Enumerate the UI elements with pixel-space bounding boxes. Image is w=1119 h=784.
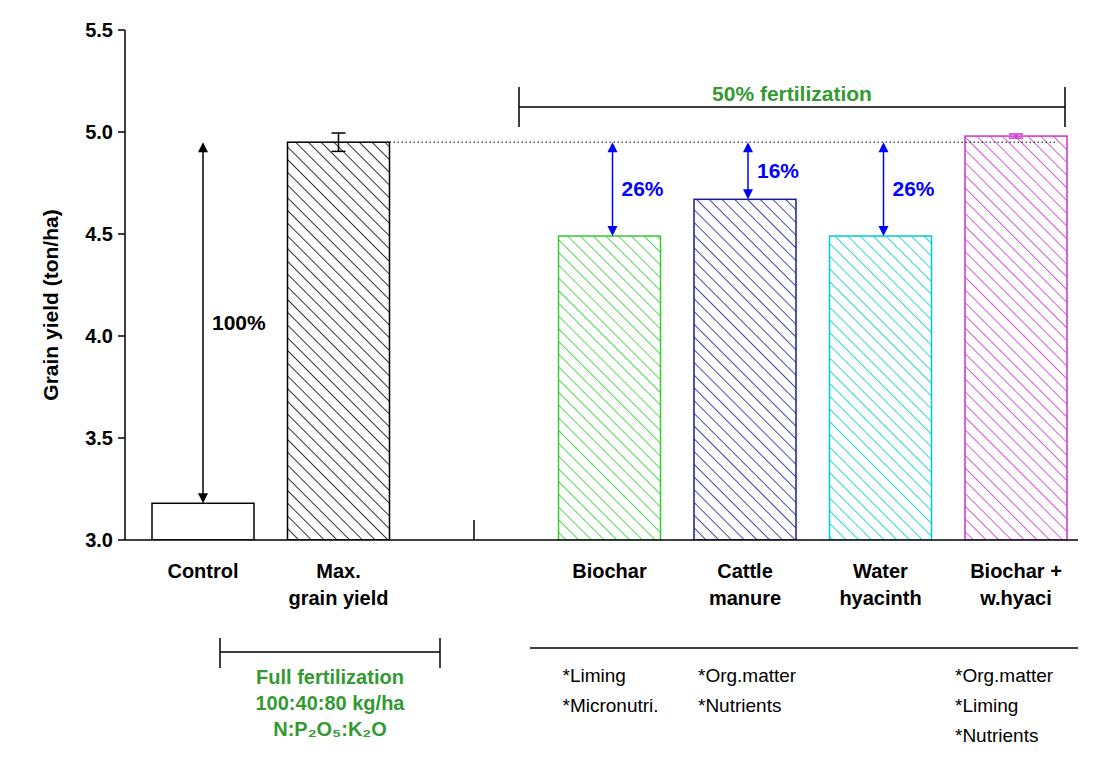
arrow-head xyxy=(879,226,889,236)
arrow-line xyxy=(883,146,885,232)
note: *Nutrients xyxy=(698,695,781,716)
error-bar xyxy=(1009,134,1023,138)
y-tick xyxy=(118,29,125,31)
arrow-head xyxy=(743,142,753,152)
arrow-line xyxy=(202,146,204,499)
top-bracket-label: 50% fertilization xyxy=(712,82,872,105)
label-line: Biochar xyxy=(572,560,647,582)
error-line xyxy=(338,133,340,151)
label-line: 100:40:80 kg/ha xyxy=(256,692,406,714)
error-bar xyxy=(332,133,346,151)
y-tick xyxy=(118,335,125,337)
label-line: Full fertilization xyxy=(256,666,404,688)
label-line: hyacinth xyxy=(839,587,921,609)
error-cap xyxy=(1009,137,1023,139)
y-tick xyxy=(118,539,125,541)
arrow-line xyxy=(612,146,614,232)
note: *Nutrients xyxy=(955,725,1038,746)
note: *Liming xyxy=(955,695,1018,716)
y-tick-label: 3.0 xyxy=(85,529,113,551)
y-tick-label: 4.5 xyxy=(85,223,113,245)
arrow-head xyxy=(743,189,753,199)
x-tick-label: Cattle manure xyxy=(709,560,781,609)
note: *Micronutri. xyxy=(563,695,659,716)
label-line: manure xyxy=(709,587,781,609)
label-line: w.hyaci xyxy=(979,587,1052,609)
arrow-head xyxy=(608,226,618,236)
note: *Liming xyxy=(563,665,626,686)
label-line: grain yield xyxy=(288,587,388,609)
x-axis xyxy=(125,539,1078,541)
label-line: Control xyxy=(167,560,238,582)
y-axis xyxy=(124,30,126,540)
y-tick xyxy=(118,437,125,439)
label-line: Biochar + xyxy=(970,560,1062,582)
x-tick xyxy=(473,520,475,540)
bottom-bracket xyxy=(220,638,440,668)
label-line: N:P₂O₅:K₂O xyxy=(273,718,387,740)
bar xyxy=(830,236,932,540)
arrow-head xyxy=(198,142,208,152)
arrow-head xyxy=(879,142,889,152)
chart: 3.0 3.5 4.0 4.5 5.0 5.5 Grain yield (ton/ha) Co… xyxy=(0,0,1119,784)
gap-arrow xyxy=(743,142,753,199)
bottom-bracket-label: Full fertilization 100:40:80 kg/ha N:P₂O₅:… xyxy=(256,666,406,740)
x-tick-label: Biochar xyxy=(572,560,647,582)
x-tick-label: Max. grain yield xyxy=(288,560,388,609)
bar xyxy=(152,503,254,540)
gap-label: 26% xyxy=(893,177,935,200)
y-tick-label: 4.0 xyxy=(85,325,113,347)
gap-arrow xyxy=(608,142,618,236)
y-tick-label: 3.5 xyxy=(85,427,113,449)
bar xyxy=(965,136,1067,540)
bar xyxy=(559,236,661,540)
y-tick xyxy=(118,233,125,235)
y-axis-label: Grain yield (ton/ha) xyxy=(39,209,62,400)
x-tick-label: Water hyacinth xyxy=(839,560,921,609)
bars xyxy=(152,136,1067,540)
bar xyxy=(288,142,390,540)
y-tick xyxy=(118,131,125,133)
reference-line xyxy=(390,142,1058,143)
gap-label: 26% xyxy=(622,177,664,200)
error-cap xyxy=(332,132,346,134)
note: *Org.matter xyxy=(955,665,1054,686)
gap-label: 16% xyxy=(757,159,799,182)
label-line: Water xyxy=(853,560,908,582)
arrow-head xyxy=(608,142,618,152)
notes-line xyxy=(530,647,1078,649)
label-line: Max. xyxy=(316,560,360,582)
y-tick-label: 5.0 xyxy=(85,121,113,143)
label-line: Cattle xyxy=(717,560,773,582)
gap-arrow xyxy=(198,142,208,503)
y-tick-label: 5.5 xyxy=(85,19,113,41)
arrow-head xyxy=(198,493,208,503)
error-cap xyxy=(1009,133,1023,135)
bar xyxy=(694,199,796,540)
note: *Org.matter xyxy=(698,665,797,686)
arrow-line xyxy=(747,146,749,195)
x-tick-label: Control xyxy=(167,560,238,582)
x-tick-label: Biochar + w.hyaci xyxy=(970,560,1062,609)
gap-arrow xyxy=(879,142,889,236)
gap-label: 100% xyxy=(212,311,266,334)
error-cap xyxy=(332,151,346,153)
